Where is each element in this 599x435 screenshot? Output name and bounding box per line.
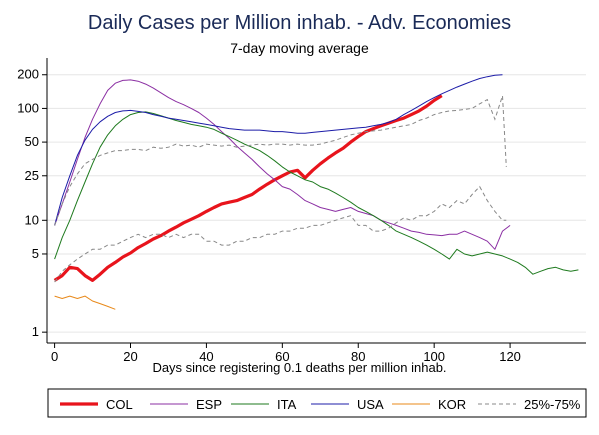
axes: 1 5 10 25 50 100 200 0 20 40 60 80 100 120 [17,58,586,364]
legend: COL ESP ITA USA KOR 25%-75% [47,388,587,418]
y-tick-label: 200 [17,67,39,82]
legend-label-kor: KOR [438,397,466,412]
x-tick-label: 80 [351,349,365,364]
x-tick-label: 20 [123,349,137,364]
legend-label-col: COL [106,397,133,412]
legend-label-ita: ITA [277,397,297,412]
x-axis-label: Days since registering 0.1 deaths per mi… [152,360,447,375]
grid [47,74,586,333]
y-tick-label: 100 [17,100,39,115]
series-line-esp [54,79,511,250]
series-layer [53,74,579,310]
y-tick-label: 25 [25,168,39,183]
y-tick-label: 5 [32,246,39,261]
series-line-usa [54,74,503,226]
legend-label-usa: USA [357,397,384,412]
series-line-col [53,94,443,282]
legend-label-25-75: 25%-75% [524,397,581,412]
y-tick-label: 1 [32,324,39,339]
series-line-25-75-lower [54,185,507,283]
x-tick-label: 0 [51,349,58,364]
chart-subtitle: 7-day moving average [230,40,369,56]
series-line-kor [54,295,116,310]
y-tick-label: 50 [25,134,39,149]
x-tick-label: 60 [275,349,289,364]
legend-label-esp: ESP [196,397,222,412]
chart-title: Daily Cases per Million inhab. - Adv. Ec… [87,12,512,34]
series-line-25-75-upper [54,95,507,226]
x-tick-label: 100 [423,349,445,364]
y-tick-label: 10 [25,212,39,227]
x-tick-label: 120 [499,349,521,364]
legend-box [47,388,587,418]
x-tick-label: 40 [199,349,213,364]
